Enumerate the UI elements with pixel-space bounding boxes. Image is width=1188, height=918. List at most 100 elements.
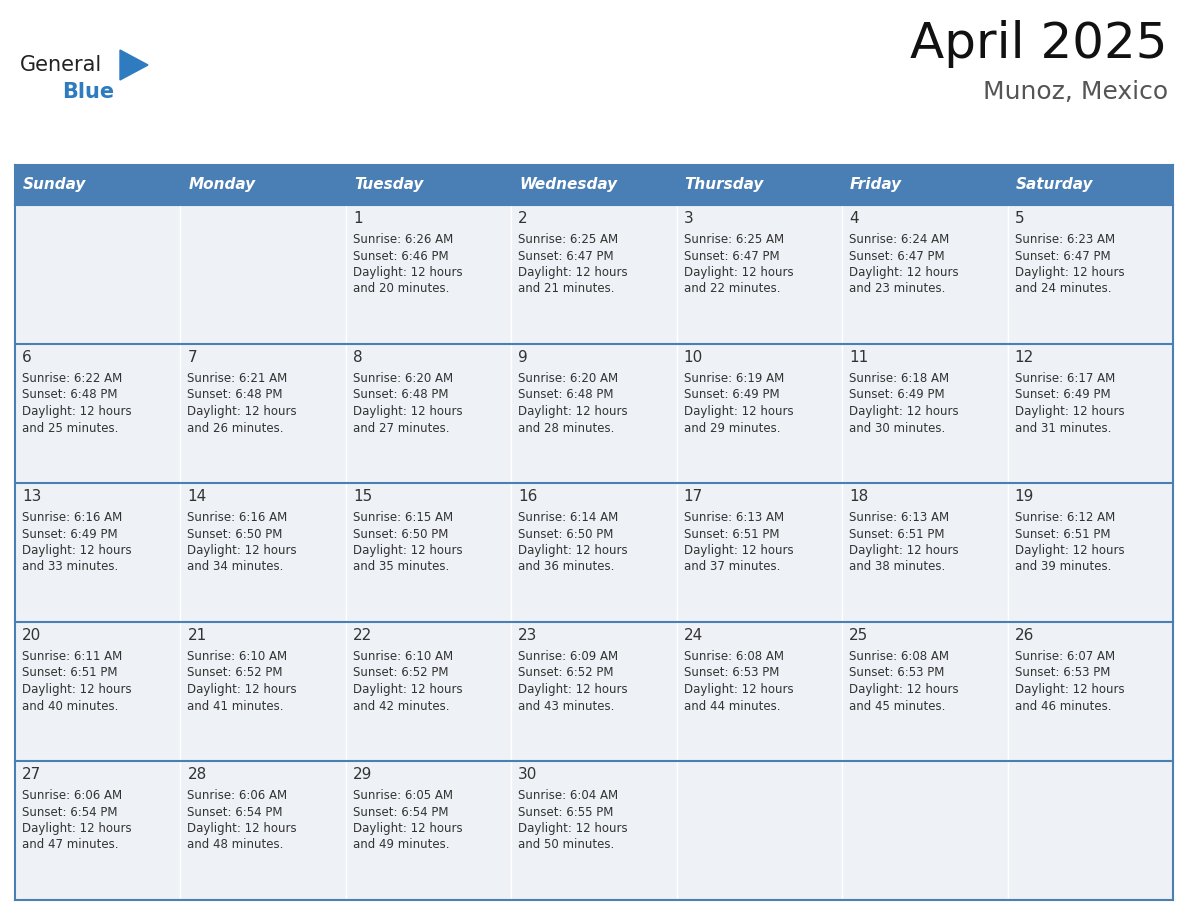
Bar <box>677 165 842 205</box>
Text: 27: 27 <box>23 767 42 782</box>
Bar <box>511 761 677 900</box>
Text: Tuesday: Tuesday <box>354 177 423 193</box>
Bar <box>1007 165 1173 205</box>
Text: 14: 14 <box>188 489 207 504</box>
Bar <box>842 205 1007 344</box>
Bar <box>181 205 346 344</box>
Text: 11: 11 <box>849 350 868 365</box>
Bar <box>346 205 511 344</box>
Text: Sunrise: 6:08 AM
Sunset: 6:53 PM
Daylight: 12 hours
and 44 minutes.: Sunrise: 6:08 AM Sunset: 6:53 PM Dayligh… <box>684 650 794 712</box>
Text: Sunrise: 6:24 AM
Sunset: 6:47 PM
Daylight: 12 hours
and 23 minutes.: Sunrise: 6:24 AM Sunset: 6:47 PM Dayligh… <box>849 233 959 296</box>
Text: 25: 25 <box>849 628 868 643</box>
Text: 4: 4 <box>849 211 859 226</box>
Bar <box>15 622 181 761</box>
Bar <box>842 622 1007 761</box>
Text: Thursday: Thursday <box>684 177 764 193</box>
Bar <box>1007 205 1173 344</box>
Text: Sunrise: 6:14 AM
Sunset: 6:50 PM
Daylight: 12 hours
and 36 minutes.: Sunrise: 6:14 AM Sunset: 6:50 PM Dayligh… <box>518 511 628 574</box>
Bar <box>15 165 181 205</box>
Text: Sunrise: 6:09 AM
Sunset: 6:52 PM
Daylight: 12 hours
and 43 minutes.: Sunrise: 6:09 AM Sunset: 6:52 PM Dayligh… <box>518 650 628 712</box>
Text: Sunrise: 6:21 AM
Sunset: 6:48 PM
Daylight: 12 hours
and 26 minutes.: Sunrise: 6:21 AM Sunset: 6:48 PM Dayligh… <box>188 372 297 434</box>
Bar <box>181 761 346 900</box>
Text: 10: 10 <box>684 350 703 365</box>
Bar <box>1007 483 1173 622</box>
Bar <box>181 165 346 205</box>
Text: 17: 17 <box>684 489 703 504</box>
Text: Sunrise: 6:19 AM
Sunset: 6:49 PM
Daylight: 12 hours
and 29 minutes.: Sunrise: 6:19 AM Sunset: 6:49 PM Dayligh… <box>684 372 794 434</box>
Bar <box>15 344 181 483</box>
Text: 1: 1 <box>353 211 362 226</box>
Bar <box>842 761 1007 900</box>
Bar <box>511 344 677 483</box>
Text: Sunrise: 6:26 AM
Sunset: 6:46 PM
Daylight: 12 hours
and 20 minutes.: Sunrise: 6:26 AM Sunset: 6:46 PM Dayligh… <box>353 233 462 296</box>
Bar <box>346 344 511 483</box>
Bar <box>181 622 346 761</box>
Text: Sunrise: 6:11 AM
Sunset: 6:51 PM
Daylight: 12 hours
and 40 minutes.: Sunrise: 6:11 AM Sunset: 6:51 PM Dayligh… <box>23 650 132 712</box>
Text: Sunrise: 6:20 AM
Sunset: 6:48 PM
Daylight: 12 hours
and 28 minutes.: Sunrise: 6:20 AM Sunset: 6:48 PM Dayligh… <box>518 372 628 434</box>
Text: 20: 20 <box>23 628 42 643</box>
Polygon shape <box>120 50 148 80</box>
Text: Monday: Monday <box>189 177 255 193</box>
Text: Sunrise: 6:16 AM
Sunset: 6:50 PM
Daylight: 12 hours
and 34 minutes.: Sunrise: 6:16 AM Sunset: 6:50 PM Dayligh… <box>188 511 297 574</box>
Text: 2: 2 <box>518 211 527 226</box>
Text: Sunrise: 6:12 AM
Sunset: 6:51 PM
Daylight: 12 hours
and 39 minutes.: Sunrise: 6:12 AM Sunset: 6:51 PM Dayligh… <box>1015 511 1124 574</box>
Text: 26: 26 <box>1015 628 1034 643</box>
Text: 22: 22 <box>353 628 372 643</box>
Text: 6: 6 <box>23 350 32 365</box>
Text: 24: 24 <box>684 628 703 643</box>
Text: 16: 16 <box>518 489 538 504</box>
Bar <box>511 483 677 622</box>
Text: 13: 13 <box>23 489 42 504</box>
Text: General: General <box>20 55 102 75</box>
Text: 30: 30 <box>518 767 538 782</box>
Text: Sunrise: 6:05 AM
Sunset: 6:54 PM
Daylight: 12 hours
and 49 minutes.: Sunrise: 6:05 AM Sunset: 6:54 PM Dayligh… <box>353 789 462 852</box>
Bar <box>511 622 677 761</box>
Text: Sunrise: 6:16 AM
Sunset: 6:49 PM
Daylight: 12 hours
and 33 minutes.: Sunrise: 6:16 AM Sunset: 6:49 PM Dayligh… <box>23 511 132 574</box>
Text: Sunrise: 6:10 AM
Sunset: 6:52 PM
Daylight: 12 hours
and 42 minutes.: Sunrise: 6:10 AM Sunset: 6:52 PM Dayligh… <box>353 650 462 712</box>
Text: 23: 23 <box>518 628 538 643</box>
Text: Sunrise: 6:15 AM
Sunset: 6:50 PM
Daylight: 12 hours
and 35 minutes.: Sunrise: 6:15 AM Sunset: 6:50 PM Dayligh… <box>353 511 462 574</box>
Bar <box>346 165 511 205</box>
Text: 29: 29 <box>353 767 372 782</box>
Text: Sunday: Sunday <box>23 177 87 193</box>
Text: Sunrise: 6:22 AM
Sunset: 6:48 PM
Daylight: 12 hours
and 25 minutes.: Sunrise: 6:22 AM Sunset: 6:48 PM Dayligh… <box>23 372 132 434</box>
Bar <box>511 165 677 205</box>
Text: Sunrise: 6:18 AM
Sunset: 6:49 PM
Daylight: 12 hours
and 30 minutes.: Sunrise: 6:18 AM Sunset: 6:49 PM Dayligh… <box>849 372 959 434</box>
Text: Sunrise: 6:04 AM
Sunset: 6:55 PM
Daylight: 12 hours
and 50 minutes.: Sunrise: 6:04 AM Sunset: 6:55 PM Dayligh… <box>518 789 628 852</box>
Bar <box>15 483 181 622</box>
Text: Sunrise: 6:13 AM
Sunset: 6:51 PM
Daylight: 12 hours
and 37 minutes.: Sunrise: 6:13 AM Sunset: 6:51 PM Dayligh… <box>684 511 794 574</box>
Bar <box>1007 344 1173 483</box>
Bar <box>181 483 346 622</box>
Text: Saturday: Saturday <box>1016 177 1093 193</box>
Text: Sunrise: 6:08 AM
Sunset: 6:53 PM
Daylight: 12 hours
and 45 minutes.: Sunrise: 6:08 AM Sunset: 6:53 PM Dayligh… <box>849 650 959 712</box>
Text: Sunrise: 6:13 AM
Sunset: 6:51 PM
Daylight: 12 hours
and 38 minutes.: Sunrise: 6:13 AM Sunset: 6:51 PM Dayligh… <box>849 511 959 574</box>
Text: 7: 7 <box>188 350 197 365</box>
Bar <box>1007 622 1173 761</box>
Text: Friday: Friday <box>851 177 902 193</box>
Text: 21: 21 <box>188 628 207 643</box>
Text: Sunrise: 6:20 AM
Sunset: 6:48 PM
Daylight: 12 hours
and 27 minutes.: Sunrise: 6:20 AM Sunset: 6:48 PM Dayligh… <box>353 372 462 434</box>
Text: Sunrise: 6:06 AM
Sunset: 6:54 PM
Daylight: 12 hours
and 47 minutes.: Sunrise: 6:06 AM Sunset: 6:54 PM Dayligh… <box>23 789 132 852</box>
Bar <box>842 483 1007 622</box>
Text: 3: 3 <box>684 211 694 226</box>
Text: Sunrise: 6:17 AM
Sunset: 6:49 PM
Daylight: 12 hours
and 31 minutes.: Sunrise: 6:17 AM Sunset: 6:49 PM Dayligh… <box>1015 372 1124 434</box>
Text: 18: 18 <box>849 489 868 504</box>
Bar <box>842 344 1007 483</box>
Text: Sunrise: 6:25 AM
Sunset: 6:47 PM
Daylight: 12 hours
and 21 minutes.: Sunrise: 6:25 AM Sunset: 6:47 PM Dayligh… <box>518 233 628 296</box>
Bar <box>181 344 346 483</box>
Bar <box>677 483 842 622</box>
Text: 19: 19 <box>1015 489 1034 504</box>
Bar <box>511 205 677 344</box>
Bar <box>677 761 842 900</box>
Text: Sunrise: 6:07 AM
Sunset: 6:53 PM
Daylight: 12 hours
and 46 minutes.: Sunrise: 6:07 AM Sunset: 6:53 PM Dayligh… <box>1015 650 1124 712</box>
Text: Sunrise: 6:25 AM
Sunset: 6:47 PM
Daylight: 12 hours
and 22 minutes.: Sunrise: 6:25 AM Sunset: 6:47 PM Dayligh… <box>684 233 794 296</box>
Bar <box>15 761 181 900</box>
Text: Sunrise: 6:10 AM
Sunset: 6:52 PM
Daylight: 12 hours
and 41 minutes.: Sunrise: 6:10 AM Sunset: 6:52 PM Dayligh… <box>188 650 297 712</box>
Text: 9: 9 <box>518 350 527 365</box>
Bar <box>346 483 511 622</box>
Bar <box>677 205 842 344</box>
Text: Blue: Blue <box>62 82 114 102</box>
Text: 5: 5 <box>1015 211 1024 226</box>
Text: Munoz, Mexico: Munoz, Mexico <box>982 80 1168 104</box>
Text: 12: 12 <box>1015 350 1034 365</box>
